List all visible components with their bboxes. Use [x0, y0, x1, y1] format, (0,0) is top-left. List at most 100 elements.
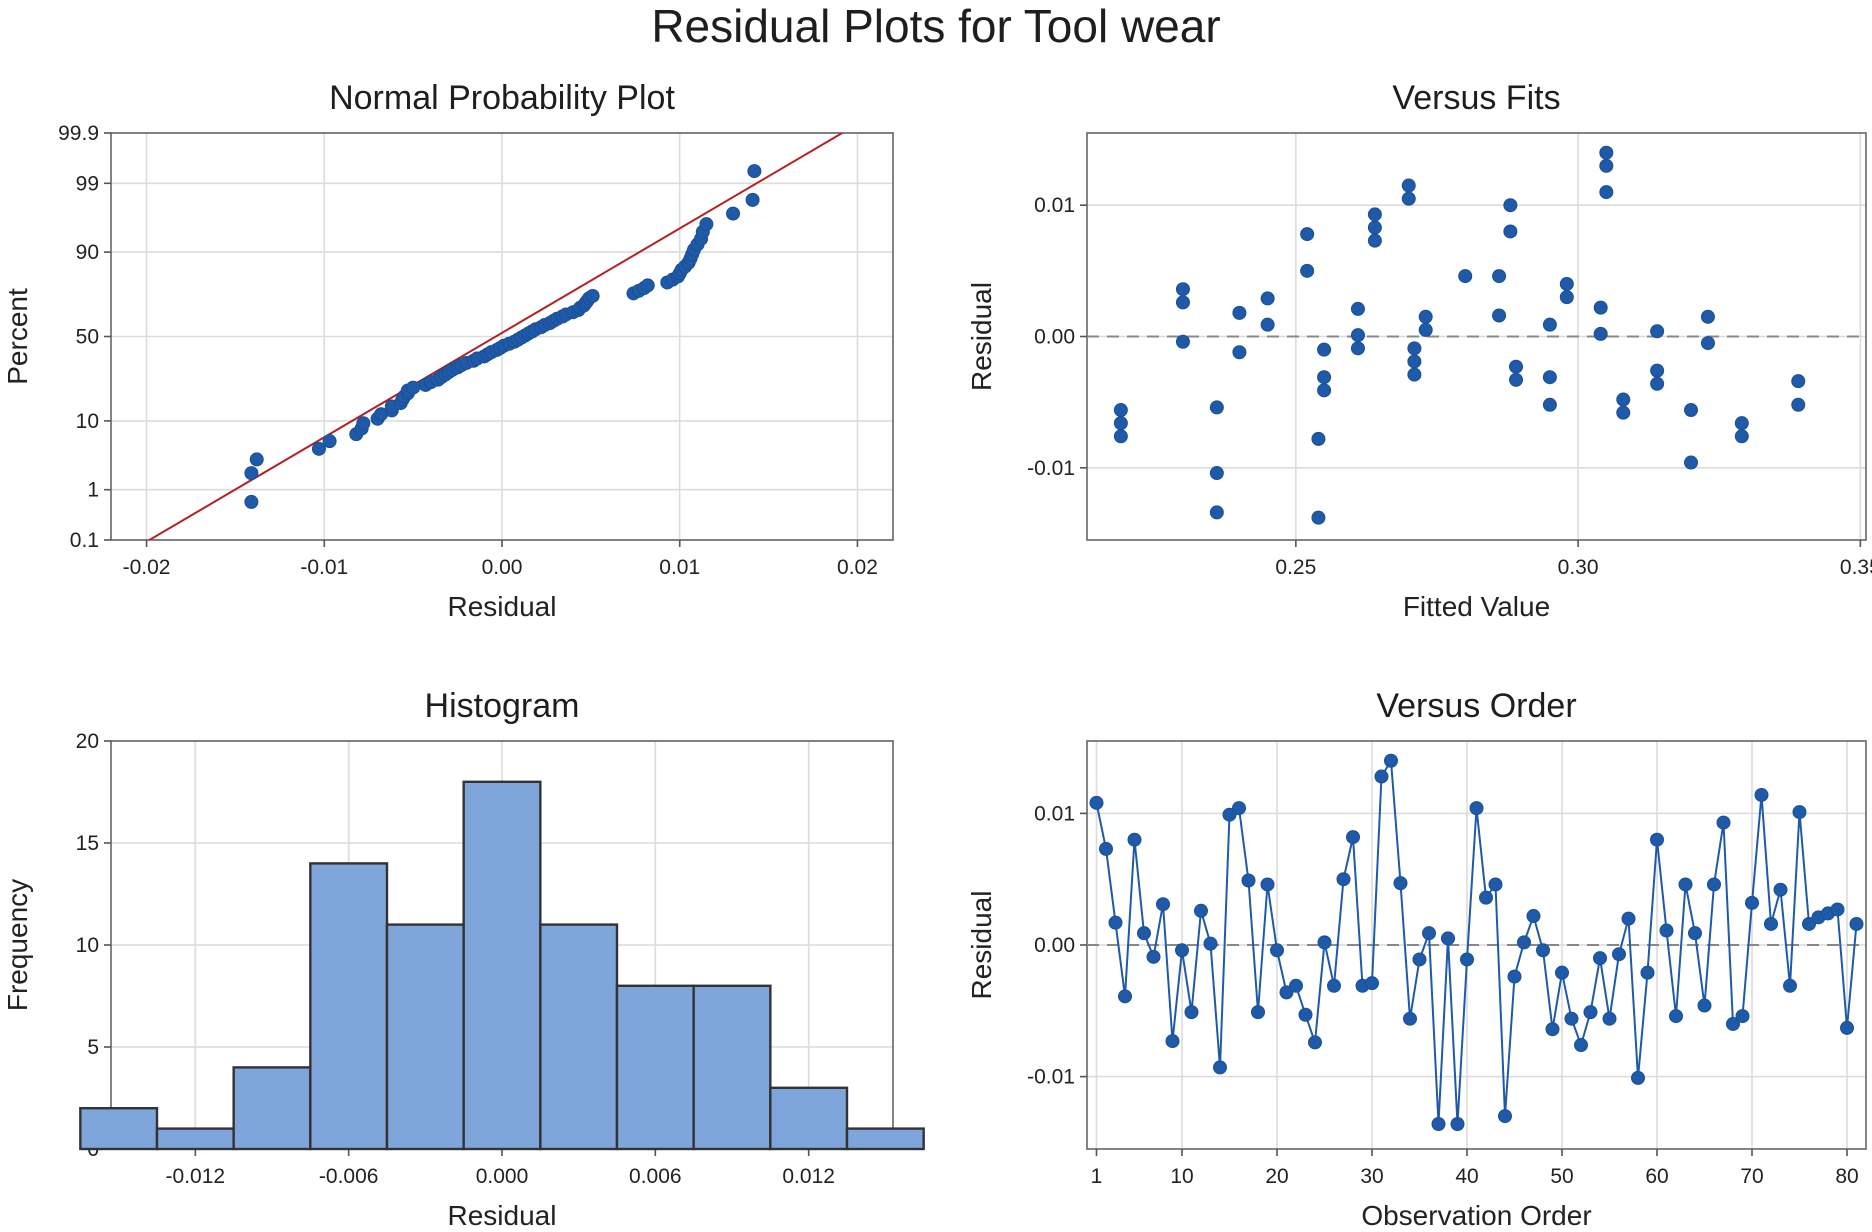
fits-data-point: [1260, 291, 1275, 306]
order-data-point: [1745, 895, 1759, 910]
histogram-xtick-label: 0.006: [629, 1165, 682, 1188]
fits-data-point: [1542, 317, 1557, 332]
order-data-point: [1298, 1007, 1313, 1022]
fits-data-point: [1791, 374, 1806, 389]
fits-data-point: [1113, 429, 1128, 444]
histogram-ytick-label: 15: [76, 832, 99, 855]
normal-data-point: [244, 466, 259, 481]
order-data-point: [1802, 916, 1816, 931]
order-data-point: [1593, 951, 1607, 966]
fits-data-point: [1401, 191, 1416, 206]
order-data-point: [1279, 985, 1294, 1000]
fits-data-point: [1492, 269, 1507, 284]
order-data-point: [1384, 753, 1398, 768]
histogram-title: Histogram: [425, 687, 580, 725]
fits-y-axis-label: Residual: [966, 282, 997, 391]
fits-data-point: [1559, 290, 1574, 305]
fits-data-point: [1175, 295, 1190, 310]
fits-data-point: [1593, 326, 1608, 341]
histogram-bar: [462, 780, 542, 1151]
order-data-point: [1403, 1011, 1417, 1026]
fits-data-point: [1458, 269, 1473, 284]
fits-data-point: [1492, 308, 1507, 323]
order-data-point: [1754, 787, 1769, 802]
order-ytick-label: 0.00: [1034, 934, 1075, 957]
order-data-point: [1213, 1060, 1227, 1075]
fits-x-axis-label: Fitted Value: [1403, 591, 1550, 622]
fits-data-point: [1599, 185, 1614, 200]
fits-data-point: [1317, 342, 1332, 357]
order-data-point: [1118, 989, 1132, 1004]
order-data-point: [1707, 877, 1721, 892]
order-data-point: [1089, 795, 1104, 810]
order-data-point: [1583, 1005, 1598, 1020]
fits-data-point: [1311, 510, 1326, 525]
order-xtick-label: 60: [1645, 1165, 1668, 1188]
order-data-point: [1308, 1035, 1322, 1050]
histogram-bar: [615, 984, 695, 1151]
order-data-point: [1317, 935, 1332, 950]
normal-xtick-label: -0.01: [300, 556, 348, 579]
fits-data-point: [1175, 334, 1190, 349]
fits-data-point: [1232, 305, 1247, 320]
order-data-point: [1716, 815, 1731, 830]
normal-ytick-label: 10: [76, 410, 99, 433]
order-data-point: [1232, 801, 1246, 816]
order-xtick-label: 1: [1091, 1165, 1103, 1188]
fits-ytick-label: 0.00: [1034, 326, 1075, 349]
fits-data-point: [1175, 282, 1190, 297]
order-data-point: [1194, 903, 1208, 918]
normal-ytick-label: 99.9: [58, 122, 99, 145]
histogram-ytick-label: 20: [76, 730, 99, 753]
normal-data-point: [726, 206, 741, 221]
normal-ytick-label: 1: [87, 479, 99, 502]
order-data-point: [1536, 943, 1550, 958]
order-title: Versus Order: [1376, 687, 1576, 725]
order-data-point: [1735, 1009, 1750, 1024]
order-data-point: [1621, 911, 1636, 926]
fits-data-point: [1616, 392, 1631, 407]
normal-ytick-label: 50: [76, 326, 99, 349]
order-data-point: [1431, 1116, 1446, 1131]
fits-xtick-label: 0.25: [1275, 556, 1316, 579]
order-data-point: [1108, 915, 1123, 930]
fits-data-point: [1599, 145, 1614, 160]
order-data-point: [1688, 926, 1702, 941]
fits-data-point: [1113, 403, 1128, 418]
order-data-point: [1669, 1009, 1683, 1024]
order-xtick-label: 10: [1170, 1165, 1193, 1188]
order-data-point: [1564, 1011, 1579, 1026]
fits-data-point: [1791, 397, 1806, 412]
fits-xtick-label: 0.30: [1558, 556, 1599, 579]
fits-title: Versus Fits: [1392, 79, 1560, 117]
order-data-point: [1498, 1109, 1512, 1124]
order-data-point: [1146, 949, 1161, 964]
fits-data-point: [1650, 363, 1665, 378]
normal-ytick-label: 99: [76, 172, 99, 195]
fits-data-point: [1599, 158, 1614, 173]
fits-data-point: [1300, 227, 1315, 242]
fits-data-point: [1300, 263, 1315, 278]
order-data-point: [1441, 931, 1455, 946]
order-data-point: [1412, 952, 1427, 967]
order-data-point: [1175, 943, 1189, 958]
fits-data-point: [1418, 322, 1433, 337]
fits-data-point: [1317, 383, 1332, 398]
histogram-bar: [385, 923, 465, 1151]
order-xtick-label: 70: [1740, 1165, 1763, 1188]
order-data-point: [1184, 1005, 1199, 1020]
normal-xtick-label: -0.02: [123, 556, 171, 579]
fits-ytick-label: 0.01: [1034, 194, 1075, 217]
order-panel: Versus Order 1 10 20 30 40 50 60 70 80 -0.01 0.00 0.…: [966, 687, 1867, 1231]
normal-y-axis-label: Percent: [2, 288, 33, 385]
fits-data-point: [1350, 341, 1365, 356]
fits-data-point: [1317, 370, 1332, 385]
order-data-point: [1555, 965, 1569, 980]
fits-data-point: [1367, 233, 1382, 248]
histogram-bar: [539, 923, 619, 1151]
fits-data-point: [1616, 405, 1631, 420]
order-data-point: [1659, 923, 1674, 938]
order-data-point: [1289, 978, 1303, 993]
figure-title: Residual Plots for Tool wear: [651, 0, 1221, 52]
fits-panel: Versus Fits 0.25 0.30 0.35 -0.01 0.00 0.01 Fitt…: [966, 79, 1872, 622]
